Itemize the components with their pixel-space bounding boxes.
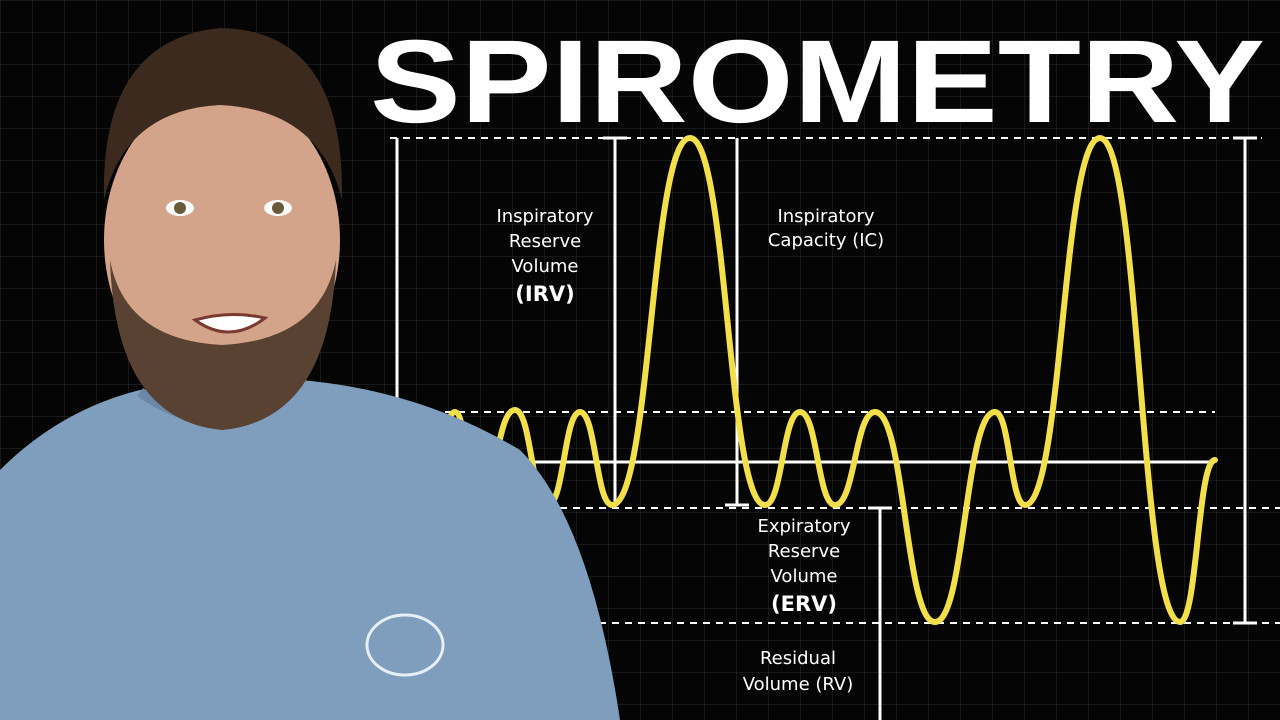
- label-line: Residual: [760, 648, 836, 669]
- label-line: Volume: [512, 256, 579, 277]
- label-line: Volume (RV): [743, 674, 854, 695]
- label-line: Reserve: [509, 231, 581, 252]
- title: SPIROMETRY: [370, 16, 1265, 148]
- label-line: Inspiratory: [777, 206, 874, 227]
- label-line: Capacity (IC): [768, 230, 884, 251]
- label-line: Inspiratory: [496, 206, 593, 227]
- label-line: (ERV): [771, 592, 837, 616]
- labels: Inspiratory Reserve Volume (IRV) Inspiratory…: [496, 206, 884, 695]
- label-line: Reserve: [768, 541, 840, 562]
- reference-lines: [380, 136, 1280, 720]
- label-line: Expiratory: [757, 516, 850, 537]
- label-line: Volume: [771, 566, 838, 587]
- label-line: (IRV): [515, 282, 574, 306]
- presenter: [0, 28, 620, 720]
